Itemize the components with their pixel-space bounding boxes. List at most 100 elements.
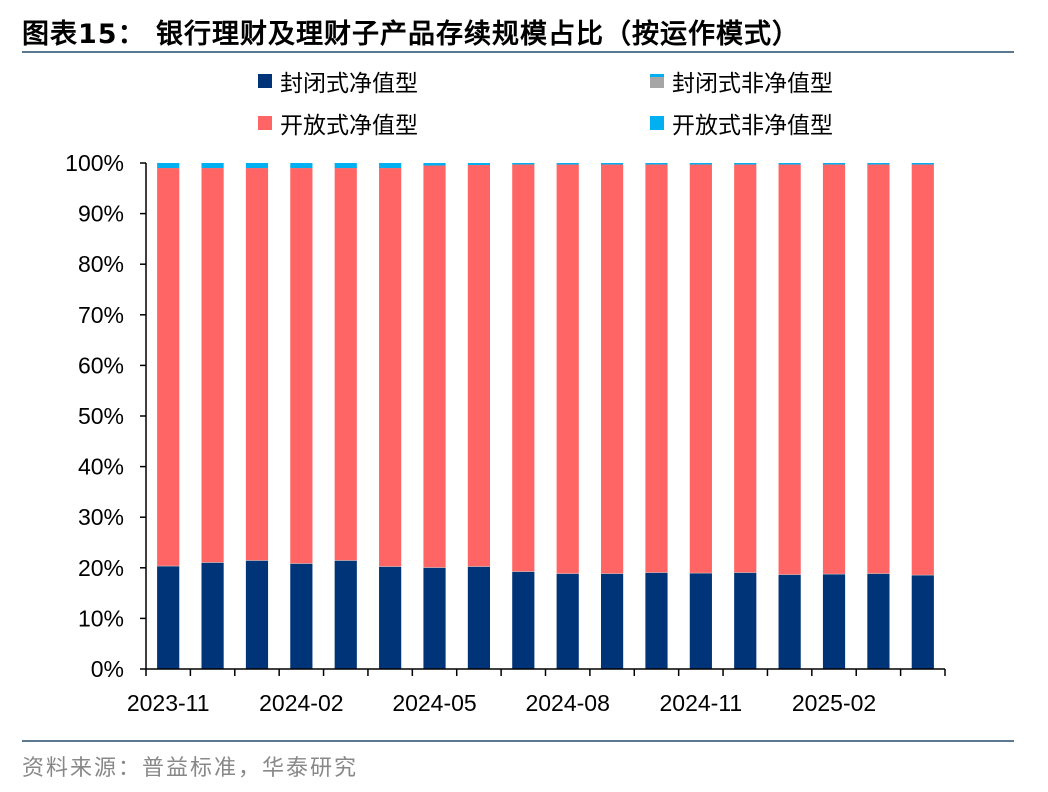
bar-2024-09-series-2 [600, 164, 624, 574]
bar-2024-12-series-3 [734, 163, 757, 165]
top-rule [22, 51, 1014, 53]
legend-swatch-closed-non-nav [650, 74, 664, 88]
y-tick-label-10: 100% [65, 150, 124, 176]
bar-2024-01-series-1 [245, 560, 269, 561]
legend-label-open-nav: 开放式净值型 [280, 113, 418, 139]
bar-2025-02-series-1 [822, 573, 846, 575]
legend-item-open-non-nav: 开放式非净值型 [650, 106, 833, 140]
legend-swatch-open-nav [258, 116, 272, 130]
bar-2024-01-series-0 [245, 560, 269, 669]
bar-2024-04-series-2 [379, 168, 402, 567]
source-note: 资料来源：普益标准，华泰研究 [22, 756, 359, 781]
legend-label-closed-non-nav: 封闭式非净值型 [672, 71, 833, 97]
bar-2024-07-series-2 [512, 164, 535, 572]
bar-2023-12-series-2 [201, 168, 224, 563]
bar-2024-06-series-1 [467, 566, 491, 567]
y-tick-label-1: 10% [78, 605, 124, 631]
bar-2025-04-series-2 [911, 164, 934, 575]
legend-item-closed-nav: 封闭式净值型 [258, 64, 418, 98]
bar-2024-11-series-3 [689, 163, 712, 165]
bar-2023-11-series-1 [157, 565, 180, 567]
bar-2024-10-series-3 [645, 163, 668, 165]
bar-2024-02-series-0 [290, 563, 313, 669]
bar-2023-11-series-3 [157, 163, 180, 169]
bar-2024-02-series-1 [290, 563, 313, 564]
bar-2024-07-series-3 [512, 163, 535, 165]
bar-2024-12-series-2 [734, 164, 757, 573]
legend-label-closed-nav: 封闭式净值型 [280, 71, 418, 97]
bar-2024-05-series-2 [423, 165, 446, 568]
bar-2024-10-series-2 [645, 164, 668, 573]
y-tick-label-2: 20% [78, 555, 124, 581]
bar-2025-01-series-1 [778, 574, 801, 575]
legend-label-open-non-nav: 开放式非净值型 [672, 113, 833, 139]
bar-2024-02-series-2 [290, 168, 313, 564]
bar-2024-03-series-0 [334, 560, 357, 669]
x-tick-label-4: 2024-11 [660, 690, 743, 716]
x-tick-label-1: 2024-02 [259, 690, 343, 716]
bar-2024-05-series-3 [423, 163, 446, 166]
y-tick-label-7: 70% [78, 302, 124, 328]
bar-2024-07-series-1 [512, 571, 535, 572]
bar-2024-10-series-0 [645, 572, 668, 669]
x-tick-label-2: 2024-05 [392, 690, 476, 716]
chart-title: 图表15： 银行理财及理财子产品存续规模占比（按运作模式） [22, 19, 800, 50]
bar-2023-11-series-2 [157, 168, 180, 566]
x-tick-label-5: 2025-02 [792, 690, 876, 716]
bar-2023-11-series-0 [157, 566, 180, 669]
bar-2024-06-series-0 [467, 566, 491, 669]
bar-2024-11-series-1 [689, 572, 712, 574]
bar-2024-06-series-2 [467, 165, 491, 567]
bar-2024-05-series-1 [423, 567, 446, 568]
bottom-rule [22, 740, 1014, 742]
bar-2025-01-series-0 [778, 574, 801, 669]
bar-2024-10-series-1 [645, 572, 668, 573]
x-tick-label-0: 2023-11 [127, 690, 210, 716]
bar-2024-05-series-0 [423, 567, 446, 669]
bar-2025-03-series-2 [867, 164, 890, 574]
bar-2024-09-series-3 [600, 163, 624, 165]
bar-2024-03-series-2 [334, 168, 357, 561]
bar-2023-12-series-3 [201, 163, 224, 169]
bar-2025-02-series-0 [822, 574, 846, 669]
bar-2024-02-series-3 [290, 163, 313, 169]
bar-2023-12-series-0 [201, 562, 224, 669]
bar-2025-03-series-0 [867, 573, 890, 669]
x-tick-label-3: 2024-08 [525, 690, 609, 716]
bar-2024-08-series-0 [556, 573, 579, 669]
bar-2025-04-series-3 [911, 163, 934, 165]
legend-item-closed-non-nav: 封闭式非净值型 [650, 64, 833, 98]
bar-2025-03-series-1 [867, 573, 890, 574]
bar-2025-01-series-3 [778, 163, 801, 165]
bar-2025-04-series-0 [911, 575, 934, 669]
bar-2024-01-series-3 [245, 163, 269, 169]
bar-2024-12-series-0 [734, 572, 757, 669]
y-tick-label-8: 80% [78, 251, 124, 277]
bar-2024-04-series-0 [379, 566, 402, 669]
y-tick-label-9: 90% [78, 201, 124, 227]
bar-2024-01-series-2 [245, 168, 269, 561]
bar-2024-07-series-0 [512, 571, 535, 669]
bar-2024-12-series-1 [734, 572, 757, 573]
legend-item-open-nav: 开放式净值型 [258, 106, 418, 140]
bar-2025-02-series-2 [822, 164, 846, 574]
bar-2024-11-series-0 [689, 573, 712, 669]
bar-2024-04-series-3 [379, 163, 402, 169]
bar-2024-11-series-2 [689, 164, 712, 573]
bar-2024-03-series-3 [334, 163, 357, 169]
bar-2025-01-series-2 [778, 164, 801, 575]
bar-2024-06-series-3 [467, 163, 491, 166]
y-tick-label-0: 0% [91, 656, 124, 682]
y-tick-label-3: 30% [78, 504, 124, 530]
y-tick-label-4: 40% [78, 454, 124, 480]
legend-swatch-open-non-nav [650, 116, 664, 130]
legend-swatch-closed-nav [258, 74, 272, 88]
bar-2024-08-series-3 [556, 163, 579, 165]
bar-2024-09-series-0 [600, 573, 624, 669]
bar-2024-08-series-2 [556, 164, 579, 574]
bar-2024-03-series-1 [334, 560, 357, 561]
bar-2025-02-series-3 [822, 163, 846, 165]
y-tick-label-6: 60% [78, 352, 124, 378]
bar-2024-08-series-1 [556, 573, 579, 574]
